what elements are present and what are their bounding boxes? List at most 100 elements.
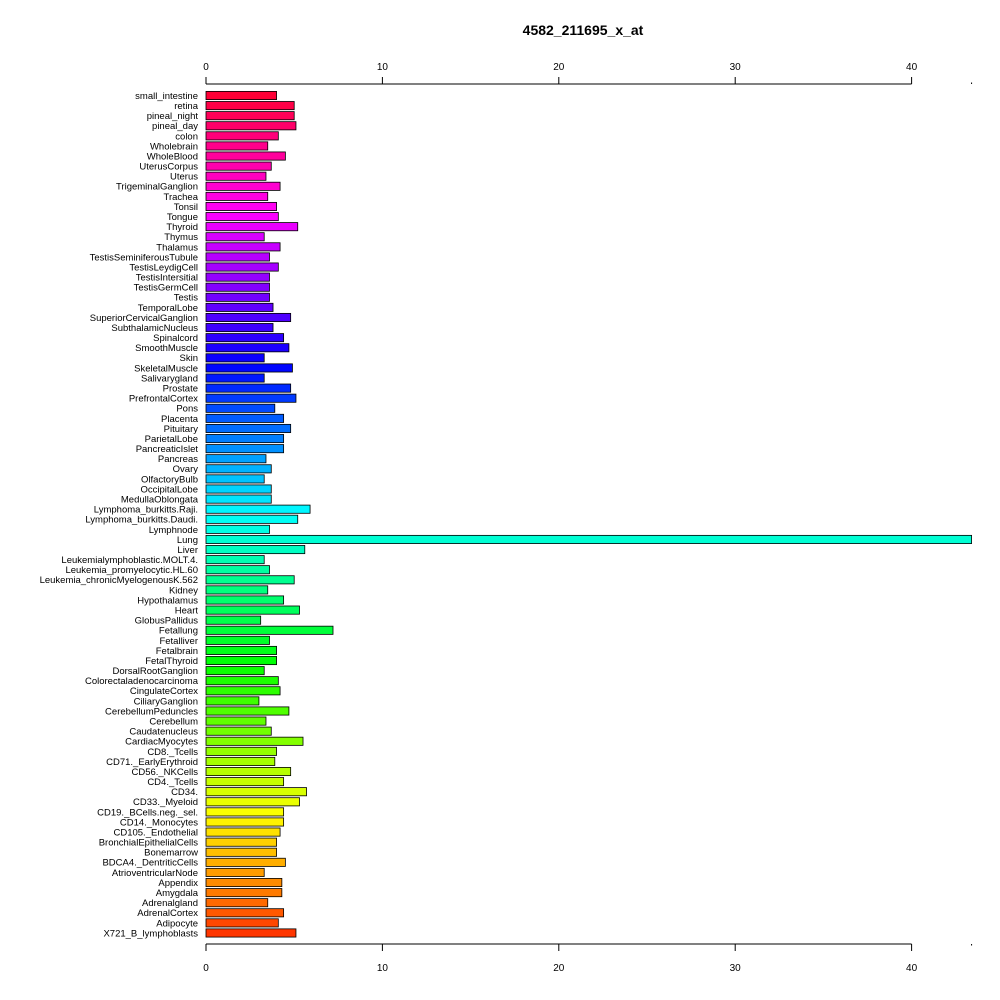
- category-label: TestisSeminiferousTubule: [90, 252, 198, 263]
- bar-TestisLeydigCell: [205, 262, 279, 272]
- category-label: TestisGermCell: [134, 283, 198, 294]
- category-label: Fetalbrain: [156, 646, 198, 657]
- bar-Ovary: [205, 464, 272, 474]
- bar-Thalamus: [205, 242, 281, 252]
- category-label: CD56._NKCells: [131, 767, 198, 778]
- bar-FetalThyroid: [205, 656, 277, 666]
- bar-TestisIntersitial: [205, 272, 270, 282]
- category-label: AtrioventricularNode: [112, 868, 198, 879]
- category-label: Fetallung: [159, 626, 198, 637]
- bar-CD34.: [205, 787, 307, 797]
- category-label: PrefrontalCortex: [129, 394, 198, 405]
- bar-UterusCorpus: [205, 161, 272, 171]
- category-label: Skin: [180, 353, 198, 364]
- bar-CD33._Myeloid: [205, 797, 300, 807]
- bar-Skin: [205, 353, 265, 363]
- bar-PrefrontalCortex: [205, 393, 297, 403]
- bar-TestisSeminiferousTubule: [205, 252, 270, 262]
- category-label: WholeBlood: [147, 151, 198, 162]
- category-label: Testis: [174, 293, 199, 304]
- bar-SubthalamicNucleus: [205, 323, 274, 333]
- tick-label: 20: [553, 62, 565, 73]
- bar-DorsalRootGanglion: [205, 666, 265, 676]
- bar-AdrenalCortex: [205, 908, 285, 918]
- bar-Lymphoma_burkitts.Raji.: [205, 504, 311, 514]
- category-label: Pancreas: [158, 454, 198, 465]
- category-label: Caudatenucleus: [129, 727, 198, 738]
- bar-colon: [205, 131, 279, 141]
- bar-Pituitary: [205, 423, 292, 433]
- category-label: Ovary: [173, 464, 199, 475]
- category-label: PancreaticIslet: [136, 444, 199, 455]
- bar-Prostate: [205, 383, 292, 393]
- category-label: FetalThyroid: [145, 656, 198, 667]
- category-label: Thyroid: [166, 222, 198, 233]
- bar-TrigeminalGanglion: [205, 181, 281, 191]
- bar-Leukemialymphoblastic.MOLT.4.: [205, 555, 265, 565]
- category-label: CD4._Tcells: [147, 777, 198, 788]
- tick-label: 10: [377, 963, 389, 974]
- category-label: Prostate: [163, 384, 198, 395]
- bar-Adipocyte: [205, 918, 279, 928]
- category-label: Colorectaladenocarcinoma: [85, 676, 199, 687]
- tick-label: 20: [553, 963, 565, 974]
- category-label: SubthalamicNucleus: [111, 323, 198, 334]
- bar-OlfactoryBulb: [205, 474, 265, 484]
- category-label: DorsalRootGanglion: [112, 666, 198, 677]
- bar-pineal_night: [205, 111, 295, 121]
- bar-Pancreas: [205, 454, 267, 464]
- bottom-axis: 0 10 20 30 40: [203, 943, 973, 974]
- category-label: CD71._EarlyErythroid: [106, 757, 198, 768]
- bar-CD4._Tcells: [205, 777, 285, 787]
- bar-Caudatenucleus: [205, 726, 272, 736]
- category-label: Pons: [176, 404, 198, 415]
- bar-BronchialEpithelialCells: [205, 837, 277, 847]
- bar-CD19._BCells.neg._sel.: [205, 807, 285, 817]
- bar-CD56._NKCells: [205, 767, 292, 777]
- bar-Kidney: [205, 585, 269, 595]
- bar-Thyroid: [205, 222, 299, 232]
- category-label: Adipocyte: [156, 918, 198, 929]
- category-label: TrigeminalGanglion: [116, 182, 198, 193]
- bar-Leukemia_promyelocytic.HL.60: [205, 565, 270, 575]
- category-label: CerebellumPeduncles: [105, 706, 198, 717]
- category-label: OccipitalLobe: [140, 484, 198, 495]
- category-label: Leukemialymphoblastic.MOLT.4.: [61, 555, 198, 566]
- bar-Heart: [205, 605, 300, 615]
- category-label: SkeletalMuscle: [134, 363, 198, 374]
- category-label: TestisLeydigCell: [129, 262, 198, 273]
- bar-CD8._Tcells: [205, 746, 277, 756]
- bar-X721_B_lymphoblasts: [205, 928, 297, 938]
- category-label: Placenta: [161, 414, 199, 425]
- bar-SuperiorCervicalGanglion: [205, 312, 292, 322]
- category-label: Thalamus: [156, 242, 198, 253]
- category-label: pineal_day: [152, 121, 198, 132]
- category-label: CD34.: [171, 787, 198, 798]
- bar-WholeBlood: [205, 151, 286, 161]
- category-label: Lung: [177, 535, 198, 546]
- bar-Pons: [205, 403, 276, 413]
- bar-Thymus: [205, 232, 265, 242]
- bar-Liver: [205, 545, 306, 555]
- tick-label: 40: [906, 963, 918, 974]
- bar-BDCA4._DentriticCells: [205, 857, 286, 867]
- bar-Salivarygland: [205, 373, 265, 383]
- category-label: Heart: [175, 605, 199, 616]
- category-labels-group: small_intestineretinapineal_nightpineal_…: [40, 91, 199, 939]
- category-label: MedullaOblongata: [121, 495, 199, 506]
- bar-CiliaryGanglion: [205, 696, 260, 706]
- bar-TestisGermCell: [205, 282, 270, 292]
- category-label: SmoothMuscle: [135, 343, 198, 354]
- bar-small_intestine: [205, 91, 277, 101]
- category-label: Hypothalamus: [137, 595, 198, 606]
- category-label: CD14._Monocytes: [120, 817, 198, 828]
- bar-TemporalLobe: [205, 302, 274, 312]
- bar-Hypothalamus: [205, 595, 285, 605]
- category-label: Amygdala: [156, 888, 199, 899]
- category-label: CD19._BCells.neg._sel.: [97, 807, 198, 818]
- category-label: ParietalLobe: [145, 434, 198, 445]
- category-label: UterusCorpus: [139, 162, 198, 173]
- bar-Adrenalgland: [205, 898, 269, 908]
- bar-CD105._Endothelial: [205, 827, 281, 837]
- category-label: X721_B_lymphoblasts: [103, 928, 198, 939]
